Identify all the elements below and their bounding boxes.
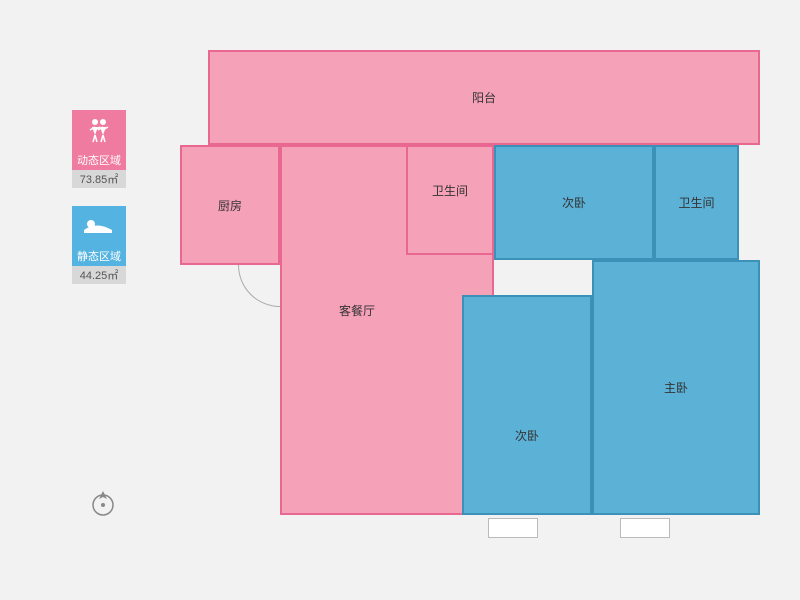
room-label: 主卧 [664, 379, 688, 396]
room-label: 卫生间 [432, 182, 468, 199]
room-label: 次卧 [562, 194, 586, 211]
legend-dynamic: 动态区域 73.85㎡ [72, 110, 126, 188]
room-label: 客餐厅 [339, 302, 375, 319]
room-label: 次卧 [515, 427, 539, 444]
legend-dynamic-value: 73.85㎡ [72, 170, 126, 188]
people-icon [72, 110, 126, 150]
room-label: 卫生间 [678, 194, 714, 211]
legend-dynamic-label: 动态区域 [72, 150, 126, 170]
room-master: 主卧 [592, 260, 760, 515]
room-label: 阳台 [472, 89, 496, 106]
room-kitchen: 厨房 [180, 145, 280, 265]
legend-static-label: 静态区域 [72, 246, 126, 266]
room-toilet2: 卫生间 [654, 145, 739, 260]
room-balcony: 阳台 [208, 50, 760, 145]
door-arc [238, 265, 280, 307]
window-marker [620, 518, 670, 538]
floorplan: 阳台厨房客餐厅卫生间次卧卫生间次卧主卧 [180, 50, 760, 525]
legend: 动态区域 73.85㎡ 静态区域 44.25㎡ [72, 110, 130, 302]
legend-static-value: 44.25㎡ [72, 266, 126, 284]
room-bedroom2a: 次卧 [494, 145, 654, 260]
room-bedroom2b: 次卧 [462, 295, 592, 515]
sleep-icon [72, 206, 126, 246]
window-marker [488, 518, 538, 538]
legend-static: 静态区域 44.25㎡ [72, 206, 126, 284]
compass-icon [88, 488, 118, 518]
room-toilet1: 卫生间 [406, 145, 494, 255]
room-label: 厨房 [218, 197, 242, 214]
